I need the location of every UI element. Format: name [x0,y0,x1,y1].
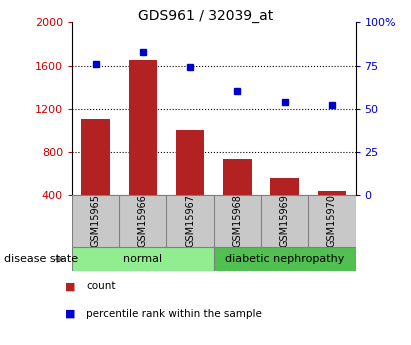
Text: GSM15970: GSM15970 [327,194,337,247]
Bar [81,119,110,195]
Bar [214,247,356,271]
Text: GSM15969: GSM15969 [279,194,290,247]
Text: GDS961 / 32039_at: GDS961 / 32039_at [138,9,273,23]
Bar [72,247,214,271]
Text: normal: normal [123,254,162,264]
Text: GSM15968: GSM15968 [232,194,242,247]
Bar [223,159,252,195]
Text: count: count [86,282,116,291]
Text: diabetic nephropathy: diabetic nephropathy [225,254,344,264]
Text: GSM15966: GSM15966 [138,194,148,247]
Bar [129,60,157,195]
Text: GSM15967: GSM15967 [185,194,195,247]
Text: disease state: disease state [4,254,78,264]
Bar [318,190,346,195]
Text: ■: ■ [65,309,75,319]
Text: GSM15965: GSM15965 [90,194,101,247]
Bar [270,178,299,195]
Bar [176,130,204,195]
Text: percentile rank within the sample: percentile rank within the sample [86,309,262,319]
Text: ■: ■ [65,282,75,291]
